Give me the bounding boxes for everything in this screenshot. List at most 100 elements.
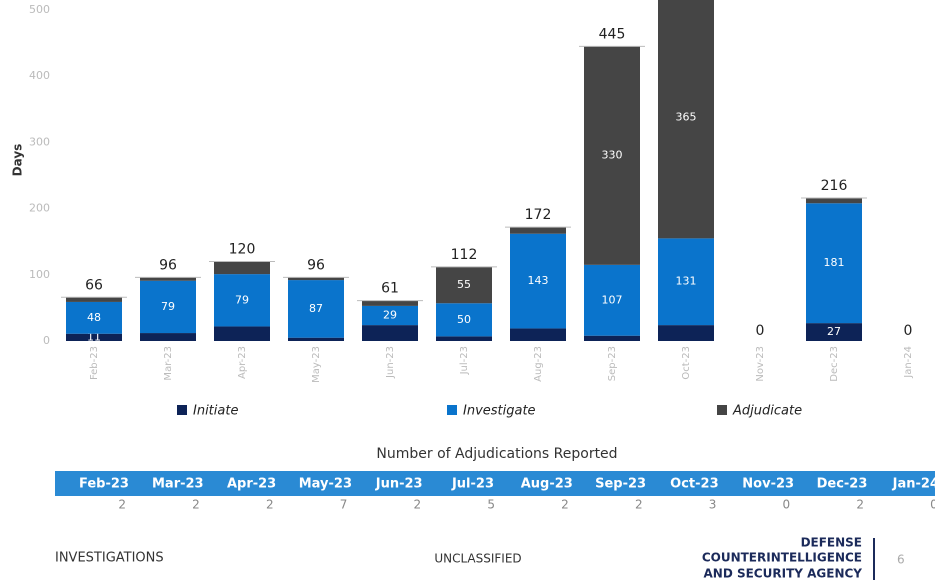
y-tick-label: 500 (29, 3, 50, 16)
total-label: 0 (904, 323, 913, 339)
table-month: Mar-23 (152, 477, 204, 492)
bar-segment (140, 333, 196, 341)
total-label: 0 (756, 323, 765, 339)
bar-segment (584, 264, 640, 336)
table-month: Apr-23 (227, 477, 276, 492)
x-tick-label: Jun-23 (385, 346, 396, 379)
total-label: 172 (525, 207, 552, 223)
total-label: 96 (307, 257, 325, 273)
table-count: 2 (561, 498, 569, 512)
agency-line: AND SECURITY AGENCY (704, 567, 863, 581)
table-month: Sep-23 (595, 477, 646, 492)
segment-label: 48 (87, 311, 101, 324)
bar-segment (658, 0, 714, 239)
x-tick-label: Apr-23 (237, 346, 248, 379)
bar-segment (362, 300, 418, 306)
legend-swatch (447, 405, 457, 415)
bar-segment (66, 333, 122, 341)
x-tick-label: Aug-23 (533, 346, 544, 382)
y-axis-label: Days (11, 144, 25, 177)
bar-segment (362, 305, 418, 326)
table-count: 7 (340, 498, 348, 512)
bar-segment (214, 274, 270, 327)
bar-segment (806, 323, 862, 341)
table-month: Jan-24 (892, 477, 935, 492)
segment-label: 181 (824, 256, 845, 269)
segment-label: 50 (457, 313, 471, 326)
segment-label: 29 (383, 309, 397, 322)
bar-segment (436, 266, 492, 304)
x-tick-label: Feb-23 (89, 346, 100, 380)
footer-center: UNCLASSIFIED (434, 552, 521, 566)
table-header (55, 471, 935, 496)
table-count: 2 (118, 498, 126, 512)
table-month: May-23 (299, 477, 352, 492)
total-label: 61 (381, 281, 399, 297)
table-title: Number of Adjudications Reported (376, 446, 617, 462)
x-tick-label: Nov-23 (755, 346, 766, 382)
bar-segment (658, 238, 714, 326)
table-count: 2 (635, 498, 643, 512)
bar-segment (140, 277, 196, 281)
segment-label: 131 (676, 275, 697, 288)
segment-label: 143 (528, 274, 549, 287)
segment-label: 107 (602, 293, 623, 306)
y-tick-label: 400 (29, 69, 50, 82)
x-tick-label: Jul-23 (459, 346, 470, 375)
legend-swatch (717, 405, 727, 415)
legend-label: Investigate (463, 404, 536, 419)
table-count: 2 (266, 498, 274, 512)
legend-label: Initiate (193, 404, 238, 419)
y-tick-label: 300 (29, 135, 50, 148)
table-count: 2 (856, 498, 864, 512)
bar-segment (140, 280, 196, 334)
segment-label: 87 (309, 302, 323, 315)
bar-segment (288, 277, 344, 281)
table-count: 2 (414, 498, 422, 512)
table-count: 5 (487, 498, 495, 512)
x-tick-label: Jan-24 (903, 346, 914, 379)
segment-label: 79 (161, 300, 175, 313)
total-label: 120 (229, 242, 256, 258)
agency-line: DEFENSE (801, 536, 862, 550)
x-tick-label: Dec-23 (829, 346, 840, 382)
x-tick-label: Sep-23 (607, 346, 618, 381)
bar-segment (806, 203, 862, 324)
bar-segment (510, 233, 566, 329)
table-month: Jun-23 (375, 477, 423, 492)
table-count: 3 (709, 498, 717, 512)
segment-label: 27 (827, 325, 841, 338)
legend-label: Adjudicate (732, 404, 802, 419)
table-month: Nov-23 (742, 477, 794, 492)
table-count: 0 (930, 498, 935, 512)
bar-segment (214, 326, 270, 341)
total-label: 216 (821, 178, 848, 194)
table-count: 0 (783, 498, 791, 512)
legend-swatch (177, 405, 187, 415)
total-label: 112 (451, 247, 478, 263)
segment-label: 365 (676, 111, 697, 124)
bar-segment (436, 336, 492, 341)
bar-segment (806, 197, 862, 204)
segment-label: 55 (457, 278, 471, 291)
bar-segment (584, 335, 640, 341)
y-tick-label: 0 (43, 334, 50, 347)
footer-left: INVESTIGATIONS (55, 551, 164, 566)
table-month: Jul-23 (451, 477, 494, 492)
total-label: 66 (85, 277, 103, 293)
bar-segment (66, 301, 122, 334)
table-month: Aug-23 (521, 477, 573, 492)
bar-segment (214, 261, 270, 275)
table-month: Dec-23 (817, 477, 868, 492)
segment-label: 79 (235, 293, 249, 306)
x-tick-label: Oct-23 (681, 346, 692, 380)
table-month: Oct-23 (670, 477, 718, 492)
bar-segment (510, 328, 566, 341)
table-month: Feb-23 (79, 477, 129, 492)
table-count: 2 (192, 498, 200, 512)
bar-segment (510, 227, 566, 234)
x-tick-label: May-23 (311, 346, 322, 383)
y-tick-label: 100 (29, 268, 50, 281)
total-label: 96 (159, 257, 177, 273)
